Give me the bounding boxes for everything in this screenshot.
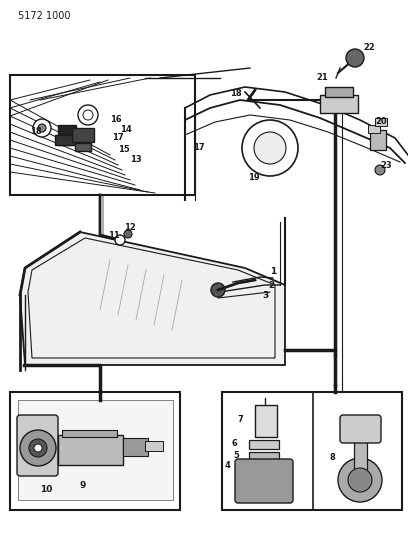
Text: 8: 8 bbox=[330, 454, 336, 463]
Bar bbox=[325, 87, 353, 97]
Text: 10: 10 bbox=[40, 486, 52, 495]
Circle shape bbox=[29, 439, 47, 457]
Bar bbox=[10, 392, 180, 510]
Bar bbox=[222, 392, 402, 510]
Bar bbox=[249, 440, 279, 449]
Text: 7: 7 bbox=[237, 416, 243, 424]
Bar bbox=[145, 441, 163, 451]
Bar bbox=[18, 400, 173, 500]
Text: 3: 3 bbox=[262, 290, 268, 300]
FancyBboxPatch shape bbox=[17, 415, 58, 476]
Bar bbox=[370, 130, 386, 150]
Circle shape bbox=[83, 110, 93, 120]
Circle shape bbox=[348, 468, 372, 492]
Text: 15: 15 bbox=[118, 146, 130, 155]
Circle shape bbox=[338, 458, 382, 502]
Bar bbox=[368, 125, 380, 133]
Text: 16: 16 bbox=[110, 116, 122, 125]
Circle shape bbox=[375, 165, 385, 175]
Bar bbox=[10, 75, 195, 195]
Polygon shape bbox=[20, 232, 285, 365]
Circle shape bbox=[78, 105, 98, 125]
Bar bbox=[18, 400, 173, 500]
Text: 18: 18 bbox=[30, 127, 42, 136]
Bar bbox=[75, 143, 91, 151]
Text: 4: 4 bbox=[225, 461, 231, 470]
Bar bbox=[255, 405, 277, 437]
Bar bbox=[55, 135, 80, 145]
Bar bbox=[123, 438, 148, 456]
Bar bbox=[58, 435, 123, 465]
Text: 12: 12 bbox=[124, 223, 136, 232]
Text: 17: 17 bbox=[193, 143, 205, 152]
Bar bbox=[354, 440, 367, 482]
Bar bbox=[320, 95, 358, 113]
FancyBboxPatch shape bbox=[235, 459, 293, 503]
Text: 6: 6 bbox=[232, 439, 238, 448]
Circle shape bbox=[211, 283, 225, 297]
Circle shape bbox=[254, 132, 286, 164]
Text: 11: 11 bbox=[108, 230, 120, 239]
Text: 22: 22 bbox=[363, 44, 375, 52]
Text: 21: 21 bbox=[316, 74, 328, 83]
Text: 20: 20 bbox=[375, 117, 387, 126]
Bar bbox=[58, 125, 76, 145]
Text: 17: 17 bbox=[112, 133, 124, 142]
Text: 5172 1000: 5172 1000 bbox=[18, 11, 71, 21]
Text: 9: 9 bbox=[80, 481, 86, 489]
Text: 2: 2 bbox=[268, 280, 274, 289]
FancyBboxPatch shape bbox=[340, 415, 381, 443]
Circle shape bbox=[33, 119, 51, 137]
Bar bbox=[72, 128, 94, 142]
Circle shape bbox=[115, 235, 125, 245]
Bar bbox=[375, 118, 387, 126]
Circle shape bbox=[124, 230, 132, 238]
Bar bbox=[62, 430, 117, 437]
Text: 23: 23 bbox=[380, 160, 392, 169]
Text: 19: 19 bbox=[248, 174, 259, 182]
Text: 13: 13 bbox=[130, 156, 142, 165]
Circle shape bbox=[20, 430, 56, 466]
Text: 5: 5 bbox=[233, 450, 239, 459]
Circle shape bbox=[346, 49, 364, 67]
Circle shape bbox=[34, 444, 42, 452]
Text: 14: 14 bbox=[120, 125, 132, 134]
Circle shape bbox=[38, 124, 46, 132]
Text: 18: 18 bbox=[230, 88, 242, 98]
Text: 1: 1 bbox=[270, 268, 276, 277]
Bar bbox=[249, 452, 279, 461]
Circle shape bbox=[242, 120, 298, 176]
